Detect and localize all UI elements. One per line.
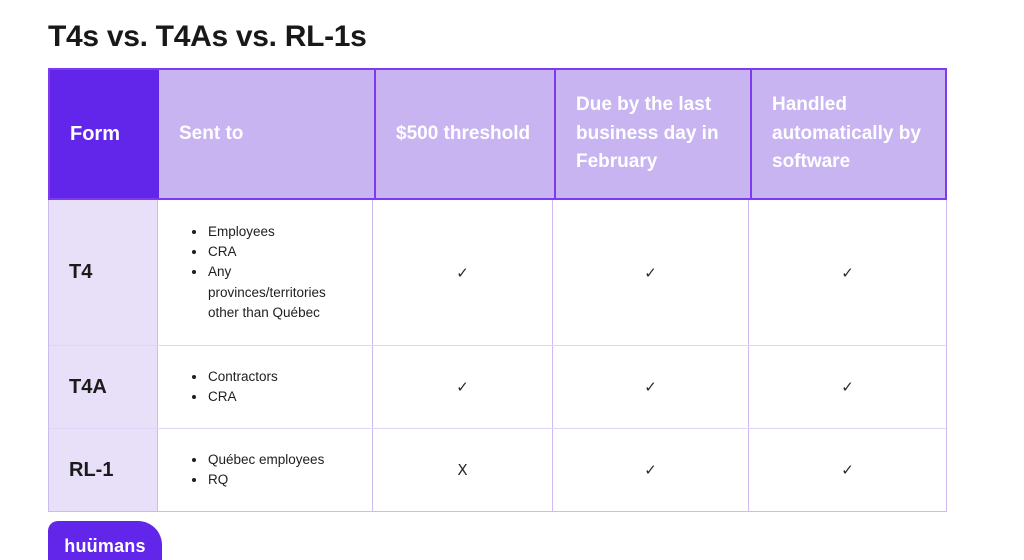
header-cell-due-date: Due by the last business day in February — [554, 70, 750, 198]
logo-text: huumans — [64, 535, 146, 556]
comparison-table: Form Sent to $500 threshold Due by the l… — [48, 68, 947, 512]
form-name-cell: T4A — [49, 346, 157, 428]
bullet-item: Employees — [207, 222, 342, 242]
due-date-check-cell: ✓ — [552, 429, 748, 511]
sent-to-list: ContractorsCRA — [190, 367, 278, 408]
threshold-x-cell: X — [372, 429, 552, 511]
table-row-rl1: RL-1 Québec employeesRQ X ✓ ✓ — [49, 429, 946, 511]
bullet-item: RQ — [207, 470, 324, 490]
form-name-cell: T4 — [49, 200, 157, 345]
threshold-check-cell: ✓ — [372, 346, 552, 428]
sent-to-cell: Québec employeesRQ — [157, 429, 372, 511]
huumans-logo: huumans — [48, 521, 162, 560]
sent-to-cell: EmployeesCRAAny provinces/territories ot… — [157, 200, 372, 345]
sent-to-list: Québec employeesRQ — [190, 450, 324, 491]
table-body: T4 EmployeesCRAAny provinces/territories… — [48, 200, 947, 512]
due-date-check-cell: ✓ — [552, 346, 748, 428]
logo-dotted-u: u — [86, 535, 98, 556]
sent-to-list: EmployeesCRAAny provinces/territories ot… — [190, 222, 342, 323]
page-title: T4s vs. T4As vs. RL-1s — [48, 20, 367, 53]
header-cell-form: Form — [50, 70, 159, 198]
due-date-check-cell: ✓ — [552, 200, 748, 345]
software-check-cell: ✓ — [748, 346, 946, 428]
header-cell-software: Handled automatically by software — [750, 70, 945, 198]
table-row-t4: T4 EmployeesCRAAny provinces/territories… — [49, 200, 946, 346]
threshold-check-cell: ✓ — [372, 200, 552, 345]
sent-to-cell: ContractorsCRA — [157, 346, 372, 428]
header-cell-sent-to: Sent to — [159, 70, 374, 198]
bullet-item: Any provinces/territories other than Qué… — [207, 262, 342, 323]
header-cell-threshold: $500 threshold — [374, 70, 554, 198]
software-check-cell: ✓ — [748, 200, 946, 345]
bullet-item: Contractors — [207, 367, 278, 387]
table-header-row: Form Sent to $500 threshold Due by the l… — [48, 68, 947, 200]
bullet-item: CRA — [207, 387, 278, 407]
bullet-item: Québec employees — [207, 450, 324, 470]
form-name-cell: RL-1 — [49, 429, 157, 511]
software-check-cell: ✓ — [748, 429, 946, 511]
bullet-item: CRA — [207, 242, 342, 262]
table-row-t4a: T4A ContractorsCRA ✓ ✓ ✓ — [49, 346, 946, 429]
